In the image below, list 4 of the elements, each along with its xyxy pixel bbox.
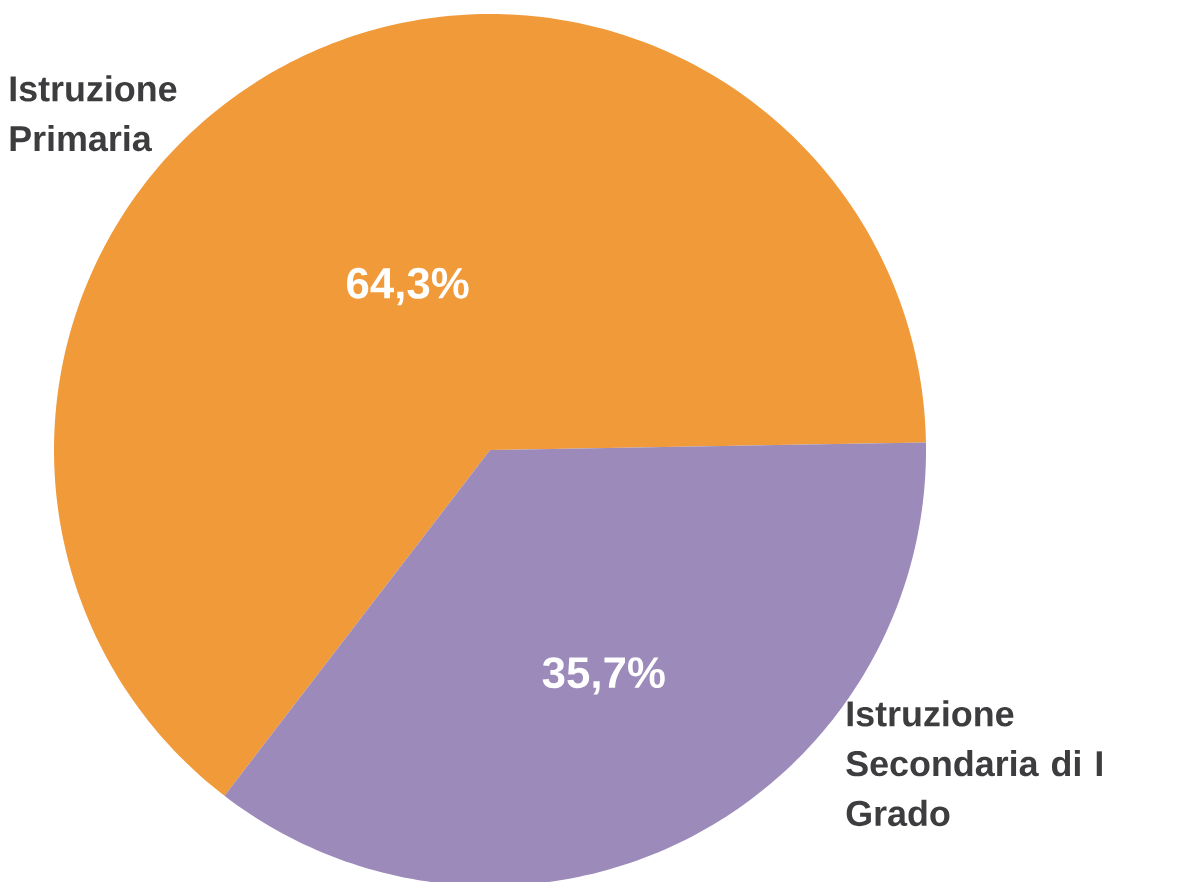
data-label: 35,7% [542, 657, 665, 695]
slice-label: Istruzione Primaria [10, 75, 177, 152]
data-label: 64,3% [347, 267, 469, 306]
slice-label: Istruzione Secondaria di I Grado [846, 700, 1102, 827]
